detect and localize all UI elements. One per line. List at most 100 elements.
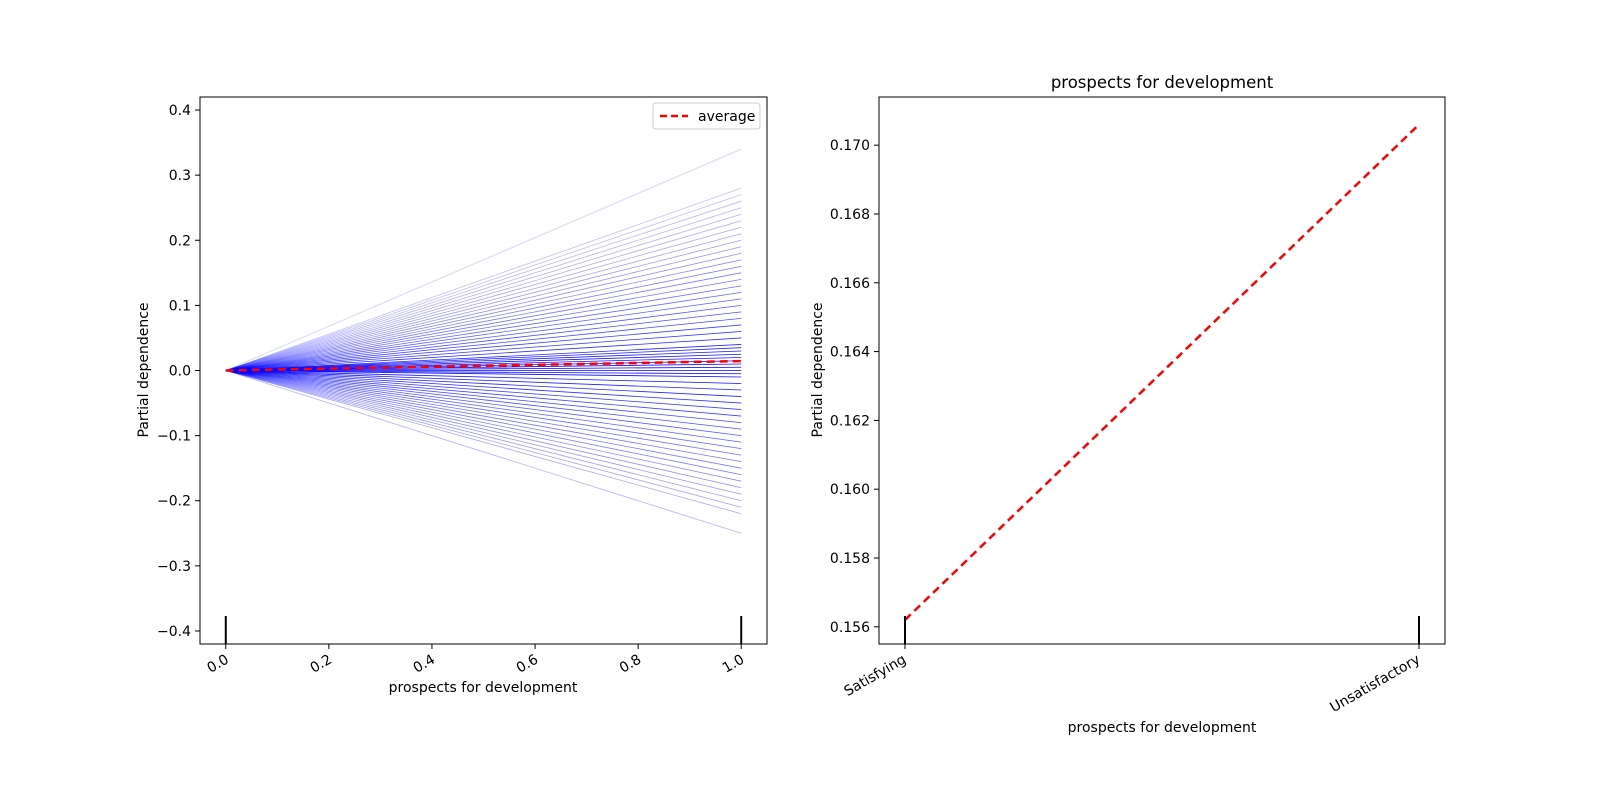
y-tick-label: 0.0	[169, 364, 191, 380]
y-tick-label: −0.1	[157, 429, 191, 445]
right-rug-marks-group	[904, 616, 1420, 644]
ice-line	[225, 370, 742, 476]
ice-line	[225, 239, 742, 371]
right-plot-frame	[878, 96, 1446, 645]
y-tick-label: 0.164	[830, 345, 870, 361]
ice-line	[225, 370, 742, 443]
right-x-ticks: Satisfying Unsatisfactory	[841, 644, 1423, 716]
right-chart: Satisfying Unsatisfactory 0.156 0.158 0.160…	[810, 73, 1446, 736]
ice-line	[225, 370, 742, 397]
ice-line	[225, 213, 742, 371]
ice-line	[225, 370, 742, 417]
x-tick-label: 0.2	[308, 652, 335, 677]
x-tick-label: 1.0	[720, 652, 747, 677]
y-tick-label: 0.170	[830, 138, 870, 154]
ice-line	[225, 370, 742, 463]
ice-line	[225, 337, 742, 371]
x-tick-label: 0.8	[617, 652, 644, 677]
ice-line	[225, 226, 742, 371]
y-tick-label: 0.156	[830, 620, 870, 636]
ice-line	[225, 187, 742, 371]
ice-lines-group	[225, 148, 742, 534]
x-tick-label: 0.4	[411, 652, 438, 677]
ice-line	[225, 324, 742, 371]
ice-line	[225, 370, 742, 456]
ice-line	[225, 350, 742, 371]
x-tick-label: 0.6	[514, 652, 541, 677]
ice-line	[225, 370, 742, 469]
ice-line	[225, 318, 742, 371]
y-tick-label: −0.2	[157, 494, 191, 510]
left-x-ticks: 0.0 0.2 0.4 0.6 0.8 1.0	[204, 644, 747, 677]
ice-line	[225, 370, 742, 423]
ice-line	[225, 311, 742, 371]
right-y-ticks: 0.156 0.158 0.160 0.162 0.164 0.166 0.168 0.170	[830, 138, 879, 636]
pd-line	[904, 123, 1420, 621]
ice-line	[225, 272, 742, 371]
y-tick-label: 0.2	[169, 233, 191, 249]
ice-line	[225, 194, 742, 371]
ice-line	[225, 370, 742, 437]
ice-line	[225, 370, 742, 515]
ice-line	[225, 220, 742, 371]
ice-line	[225, 370, 742, 410]
ice-line	[225, 200, 742, 371]
x-tick-label: Satisfying	[841, 652, 909, 700]
legend: average	[652, 102, 761, 130]
ice-line	[225, 370, 742, 502]
rug-marks-group	[224, 616, 743, 644]
ice-line	[225, 291, 742, 371]
ice-line	[225, 370, 742, 391]
ice-line	[225, 344, 742, 371]
ice-line	[225, 278, 742, 371]
ice-line	[225, 304, 742, 371]
x-tick-label: Unsatisfactory	[1328, 652, 1423, 716]
ice-line	[225, 370, 742, 378]
ice-line	[225, 370, 742, 384]
left-x-axis-label: prospects for development	[389, 680, 578, 696]
ice-line	[225, 331, 742, 371]
ice-line	[225, 233, 742, 371]
average-line	[225, 359, 742, 372]
average-line-group	[225, 359, 742, 372]
pd-line-group	[904, 123, 1420, 621]
legend-frame	[652, 102, 761, 130]
ice-line	[225, 347, 742, 371]
ice-line	[225, 207, 742, 371]
ice-line	[225, 265, 742, 371]
ice-line	[225, 370, 742, 508]
y-tick-label: 0.160	[830, 482, 870, 498]
ice-line	[225, 370, 742, 534]
ice-line	[225, 370, 742, 404]
ice-line	[225, 148, 742, 371]
ice-line	[225, 370, 742, 430]
y-tick-label: 0.3	[169, 168, 191, 184]
left-chart: 0.0 0.2 0.4 0.6 0.8 1.0 −0.4−0.3−0.2−0.10.00.…	[136, 96, 768, 696]
ice-line	[225, 370, 742, 375]
ice-line	[225, 298, 742, 371]
y-tick-label: −0.4	[157, 624, 191, 640]
y-tick-label: 0.166	[830, 276, 870, 292]
ice-line	[225, 370, 742, 450]
y-tick-label: −0.3	[157, 559, 191, 575]
y-tick-label: 0.168	[830, 207, 870, 223]
ice-line	[225, 259, 742, 371]
right-y-axis-label: Partial dependence	[810, 302, 826, 437]
ice-line	[225, 370, 742, 489]
right-x-axis-label: prospects for development	[1068, 720, 1257, 736]
legend-average-label: average	[698, 109, 755, 125]
ice-line	[225, 246, 742, 371]
ice-line	[225, 285, 742, 371]
left-y-axis-label: Partial dependence	[136, 302, 152, 437]
right-chart-title: prospects for development	[1051, 73, 1274, 92]
y-tick-label: 0.1	[169, 298, 191, 314]
ice-line	[225, 370, 742, 482]
y-tick-label: 0.4	[169, 103, 191, 119]
left-y-ticks: −0.4 −0.3 −0.2 −0.1 0.0 0.1 0.2 0.3 0.4	[157, 103, 200, 640]
y-tick-label: 0.162	[830, 413, 870, 429]
ice-line	[225, 252, 742, 371]
x-tick-label: 0.0	[204, 652, 231, 677]
ice-line	[225, 370, 742, 495]
y-tick-label: 0.158	[830, 551, 870, 567]
